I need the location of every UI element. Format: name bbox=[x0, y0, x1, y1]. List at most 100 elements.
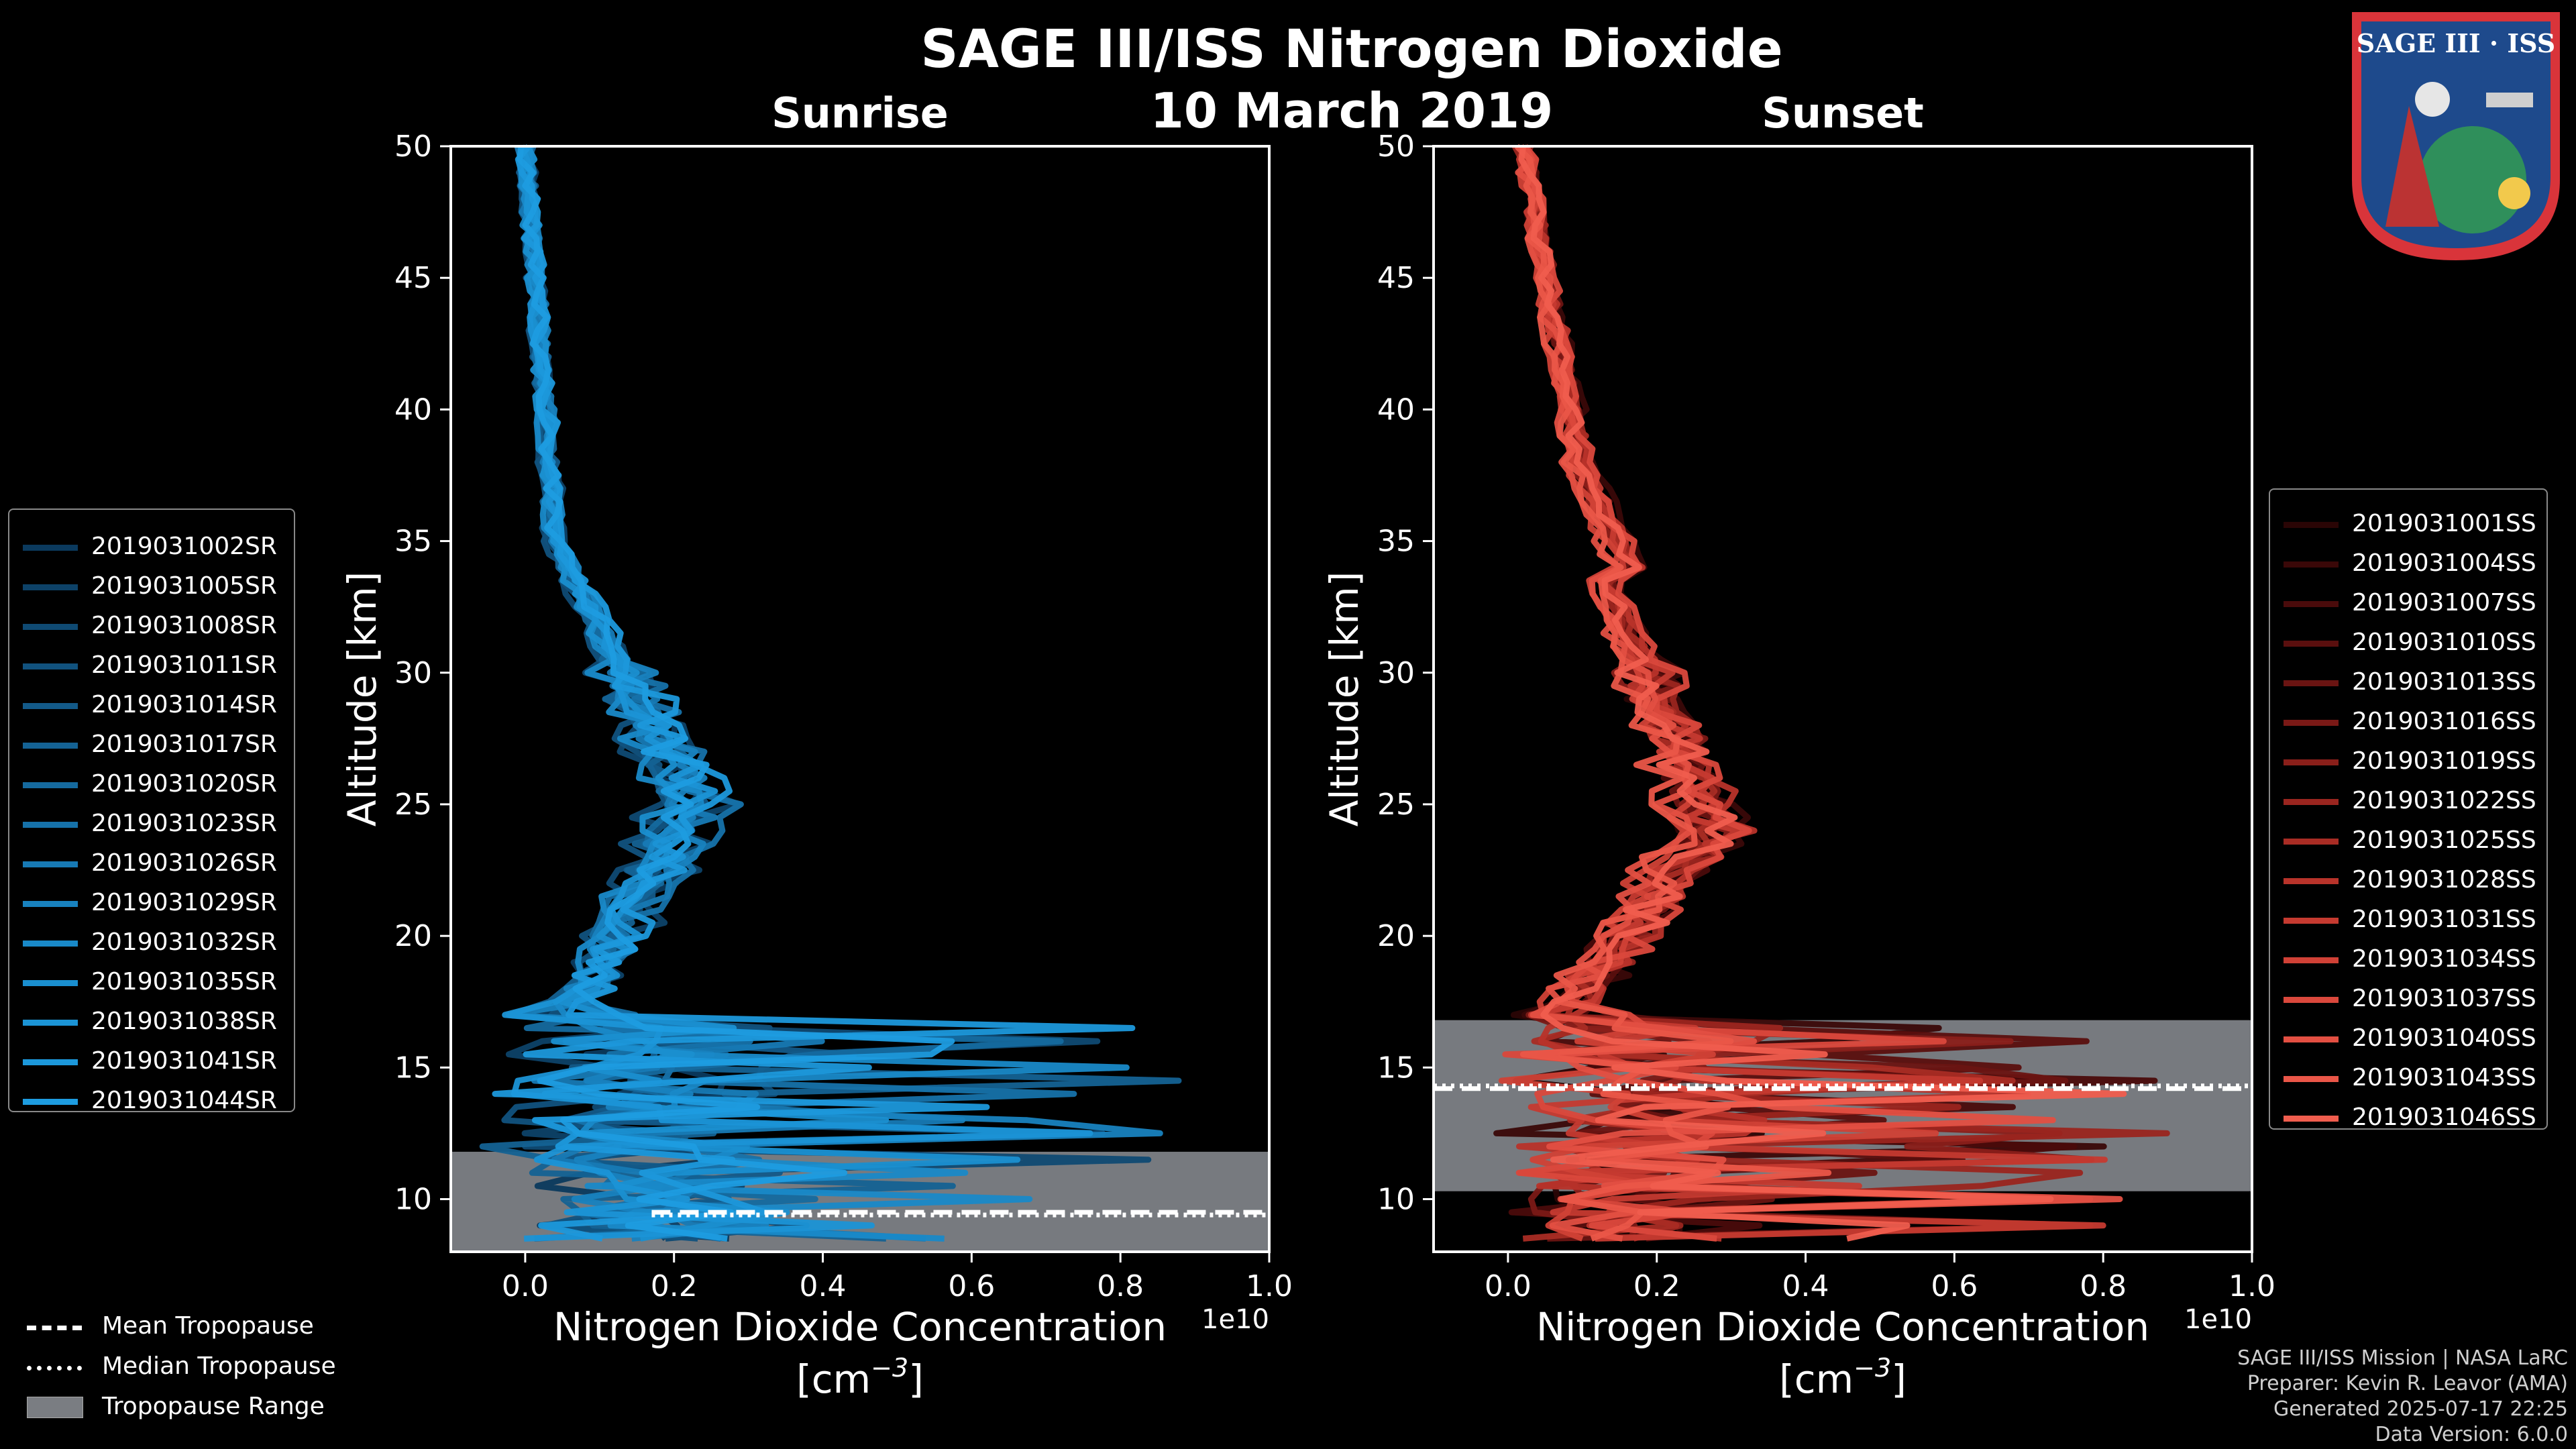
legend-item-2019031031SS: 2019031031SS bbox=[2270, 904, 2546, 938]
legend-median-tropopause: Median Tropopause bbox=[24, 1348, 400, 1387]
legend-label: 2019031034SS bbox=[2352, 945, 2536, 973]
y-tick-label: 15 bbox=[394, 1051, 432, 1085]
y-tick-label: 25 bbox=[1377, 788, 1415, 822]
sunset-x-ticks: 0.0 0.2 0.4 0.6 0.8 1.0 bbox=[1485, 1252, 2275, 1303]
legend-tropopause-range: Tropopause Range bbox=[24, 1389, 400, 1428]
logo-moon bbox=[2415, 82, 2450, 117]
line-swatch-icon bbox=[2284, 1116, 2339, 1122]
line-swatch-icon bbox=[23, 980, 78, 986]
y-tick-label: 45 bbox=[394, 261, 432, 295]
line-swatch-icon bbox=[23, 743, 78, 749]
line-swatch-icon bbox=[2284, 1036, 2339, 1042]
x-tick-label: 0.8 bbox=[1097, 1269, 1144, 1303]
legend-item-2019031002SR: 2019031002SR bbox=[9, 531, 294, 565]
x-tick-label: 1.0 bbox=[1246, 1269, 1293, 1303]
legend-label: 2019031013SS bbox=[2352, 668, 2536, 696]
legend-label: 2019031002SR bbox=[91, 533, 277, 560]
line-swatch-icon bbox=[23, 584, 78, 590]
tropopause-legend: Mean Tropopause Median Tropopause Tropop… bbox=[24, 1308, 400, 1429]
legend-median-label: Median Tropopause bbox=[102, 1352, 336, 1380]
line-swatch-icon bbox=[2284, 759, 2339, 765]
sunrise-profile-lines bbox=[479, 144, 1182, 1242]
x-tick-label: 0.8 bbox=[2080, 1269, 2127, 1303]
x-tick-label: 0.6 bbox=[1931, 1269, 1978, 1303]
y-tick-label: 25 bbox=[394, 788, 432, 822]
y-tick-label: 50 bbox=[394, 129, 432, 164]
x-tick-label: 0.0 bbox=[1485, 1269, 1532, 1303]
profile-line-2019031046SS bbox=[1518, 146, 2127, 1242]
sunrise-x-axis-label: Nitrogen Dioxide Concentration bbox=[553, 1304, 1167, 1350]
legend-item-2019031035SR: 2019031035SR bbox=[9, 967, 294, 1000]
line-swatch-icon bbox=[2284, 839, 2339, 845]
legend-label: 2019031010SS bbox=[2352, 629, 2536, 656]
sunset-legend: 2019031001SS 2019031004SS 2019031007SS 2019… bbox=[2269, 488, 2548, 1131]
credits-block: SAGE III/ISS Mission | NASA LaRC Prepare… bbox=[2237, 1346, 2568, 1448]
legend-item-2019031011SR: 2019031011SR bbox=[9, 650, 294, 684]
legend-label: 2019031025SS bbox=[2352, 826, 2536, 854]
legend-item-2019031020SR: 2019031020SR bbox=[9, 769, 294, 802]
y-tick-label: 35 bbox=[1377, 525, 1415, 559]
sunset-x-axis-label: Nitrogen Dioxide Concentration bbox=[1536, 1304, 2149, 1350]
line-swatch-icon bbox=[2284, 720, 2339, 726]
legend-item-2019031010SS: 2019031010SS bbox=[2270, 627, 2546, 661]
logo-title: SAGE III · ISS bbox=[2357, 28, 2555, 58]
line-swatch-icon bbox=[2284, 1076, 2339, 1082]
legend-label: 2019031019SS bbox=[2352, 747, 2536, 775]
sunrise-panel: Sunrise 0.0 0.2 0.4 0.6 0.8 1.0 10 15 20 25 30 35 4… bbox=[339, 89, 1293, 1402]
legend-item-2019031037SS: 2019031037SS bbox=[2270, 983, 2546, 1017]
sunset-x-axis-unit: [cm−3] bbox=[1779, 1353, 1907, 1402]
line-swatch-icon bbox=[23, 822, 78, 828]
legend-item-2019031032SR: 2019031032SR bbox=[9, 927, 294, 961]
sunrise-x-offset-label: 1e10 bbox=[1201, 1304, 1269, 1335]
line-swatch-icon bbox=[2284, 522, 2339, 528]
legend-item-2019031026SR: 2019031026SR bbox=[9, 848, 294, 881]
legend-item-2019031014SR: 2019031014SR bbox=[9, 690, 294, 723]
y-tick-label: 40 bbox=[1377, 392, 1415, 427]
legend-item-2019031041SR: 2019031041SR bbox=[9, 1046, 294, 1079]
legend-label: 2019031023SR bbox=[91, 810, 277, 837]
legend-mean-tropopause: Mean Tropopause bbox=[24, 1308, 400, 1347]
figure-subtitle: 10 March 2019 bbox=[1150, 83, 1553, 139]
profile-line-2019031043SS bbox=[1514, 144, 1832, 1242]
legend-item-2019031025SS: 2019031025SS bbox=[2270, 825, 2546, 859]
legend-item-2019031028SS: 2019031028SS bbox=[2270, 865, 2546, 898]
line-swatch-icon bbox=[23, 1020, 78, 1026]
y-tick-label: 35 bbox=[394, 525, 432, 559]
dashed-line-icon bbox=[27, 1326, 82, 1330]
line-swatch-icon bbox=[2284, 601, 2339, 607]
y-tick-label: 45 bbox=[1377, 261, 1415, 295]
legend-label: 2019031038SR bbox=[91, 1008, 277, 1035]
line-swatch-icon bbox=[2284, 918, 2339, 924]
y-tick-label: 40 bbox=[394, 392, 432, 427]
legend-item-2019031016SS: 2019031016SS bbox=[2270, 706, 2546, 740]
sunset-tropopause-lines bbox=[1434, 1083, 2252, 1091]
line-swatch-icon bbox=[2284, 641, 2339, 647]
legend-item-2019031004SS: 2019031004SS bbox=[2270, 548, 2546, 582]
line-swatch-icon bbox=[23, 941, 78, 947]
legend-label: 2019031007SS bbox=[2352, 589, 2536, 616]
legend-label: 2019031028SS bbox=[2352, 866, 2536, 894]
logo-station bbox=[2486, 93, 2533, 107]
sunset-profile-lines bbox=[1493, 144, 2170, 1242]
y-tick-label: 10 bbox=[394, 1183, 432, 1217]
logo-earth bbox=[2419, 126, 2526, 233]
sunrise-legend: 2019031002SR 2019031005SR 2019031008SR 2019… bbox=[8, 508, 295, 1114]
legend-label: 2019031035SR bbox=[91, 968, 277, 996]
legend-item-2019031019SS: 2019031019SS bbox=[2270, 746, 2546, 780]
x-tick-label: 0.0 bbox=[502, 1269, 549, 1303]
line-swatch-icon bbox=[23, 861, 78, 867]
sunset-x-offset-label: 1e10 bbox=[2184, 1304, 2252, 1335]
y-tick-label: 30 bbox=[1377, 656, 1415, 690]
y-tick-label: 20 bbox=[1377, 919, 1415, 953]
y-tick-label: 30 bbox=[394, 656, 432, 690]
legend-item-2019031043SS: 2019031043SS bbox=[2270, 1063, 2546, 1096]
legend-item-2019031023SR: 2019031023SR bbox=[9, 808, 294, 842]
line-swatch-icon bbox=[23, 1099, 78, 1105]
legend-label: 2019031040SS bbox=[2352, 1024, 2536, 1052]
sunrise-panel-title: Sunrise bbox=[771, 89, 949, 138]
x-tick-label: 1.0 bbox=[2229, 1269, 2275, 1303]
legend-item-2019031029SR: 2019031029SR bbox=[9, 888, 294, 921]
legend-label: 2019031026SR bbox=[91, 849, 277, 877]
credits-preparer: Preparer: Kevin R. Leavor (AMA) bbox=[2247, 1372, 2568, 1395]
